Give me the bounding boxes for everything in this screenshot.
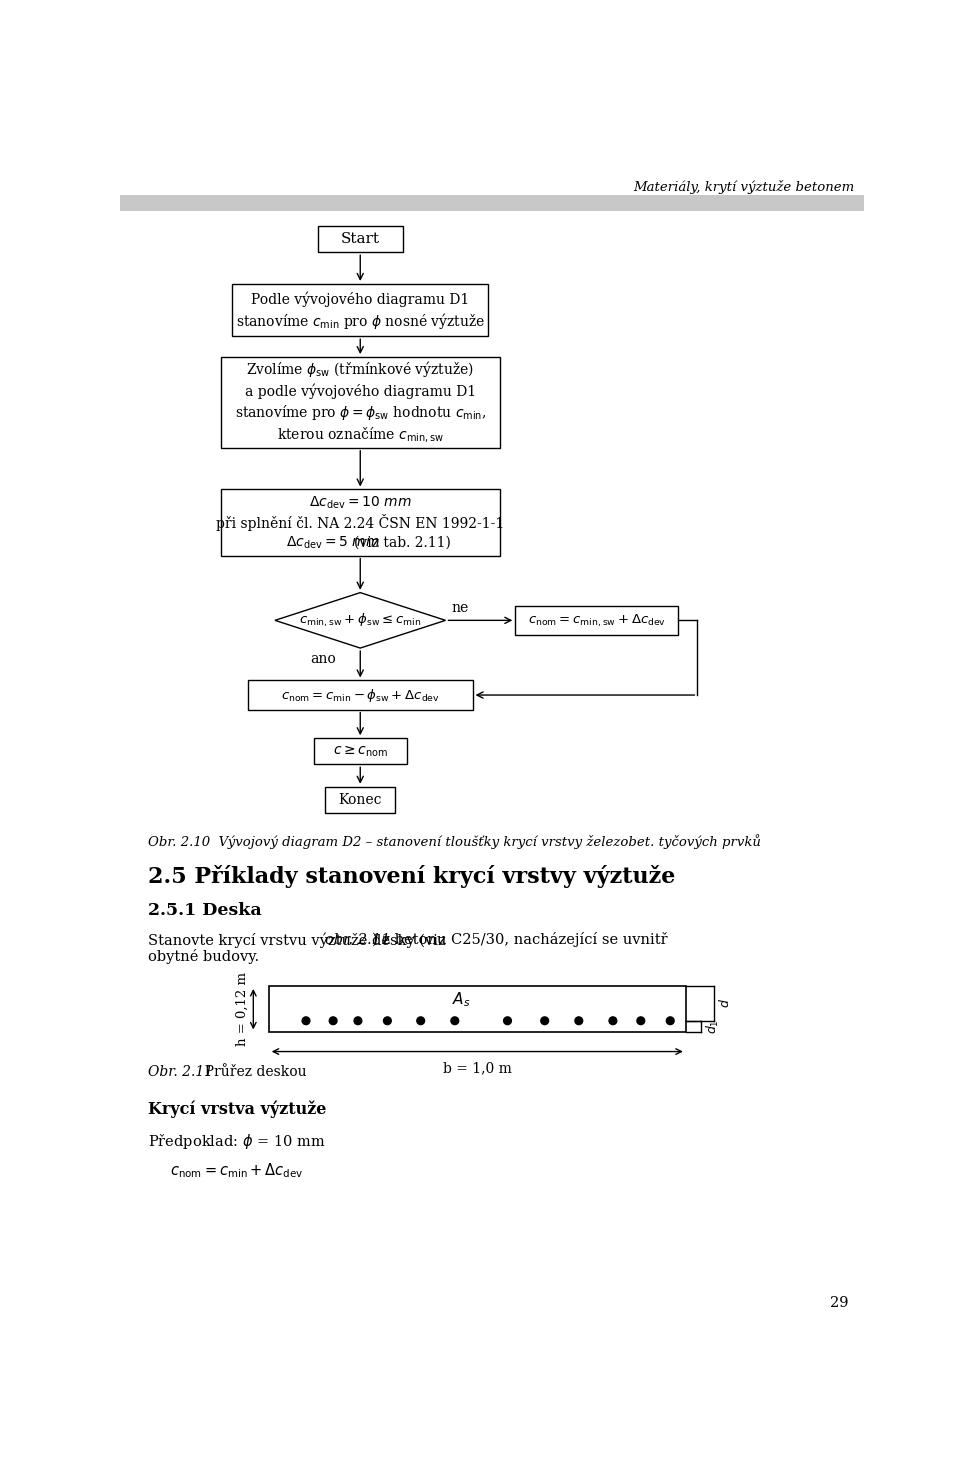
Text: obr. 2.11: obr. 2.11 xyxy=(325,932,391,947)
Text: obytné budovy.: obytné budovy. xyxy=(148,949,259,965)
Text: 2.5.1 Deska: 2.5.1 Deska xyxy=(148,903,261,919)
Circle shape xyxy=(575,1017,583,1024)
Circle shape xyxy=(451,1017,459,1024)
Text: $c \geq c_{\rm nom}$: $c \geq c_{\rm nom}$ xyxy=(333,743,388,759)
FancyBboxPatch shape xyxy=(516,605,678,635)
Text: ne: ne xyxy=(452,601,468,616)
Text: Krycí vrstva výztuže: Krycí vrstva výztuže xyxy=(148,1101,326,1117)
Text: Podle vývojového diagramu D1: Podle vývojového diagramu D1 xyxy=(252,292,469,306)
Circle shape xyxy=(666,1017,674,1024)
Text: $\Delta c_{\rm dev} = 10\ \mathit{mm}$: $\Delta c_{\rm dev} = 10\ \mathit{mm}$ xyxy=(309,494,412,511)
Circle shape xyxy=(609,1017,616,1024)
Text: Konec: Konec xyxy=(339,793,382,807)
Text: kterou označíme $c_{\rm min,sw}$: kterou označíme $c_{\rm min,sw}$ xyxy=(276,425,444,444)
Text: Start: Start xyxy=(341,232,380,246)
Text: a podle vývojového diagramu D1: a podle vývojového diagramu D1 xyxy=(245,383,476,398)
Text: $A_s$: $A_s$ xyxy=(452,990,471,1009)
Text: $c_{\rm min,sw} + \phi_{\rm sw} \leq c_{\rm min}$: $c_{\rm min,sw} + \phi_{\rm sw} \leq c_{… xyxy=(300,611,421,629)
Text: Materiály, krytí výztuže betonem: Materiály, krytí výztuže betonem xyxy=(634,181,854,194)
Text: h = 0,12 m: h = 0,12 m xyxy=(235,972,249,1046)
Text: Zvolíme $\phi_{\rm sw}$ (třmínkové výztuže): Zvolíme $\phi_{\rm sw}$ (třmínkové výztu… xyxy=(246,360,474,379)
Text: $c_{\rm nom} = c_{\rm min} - \phi_{\rm sw} + \Delta c_{\rm dev}$: $c_{\rm nom} = c_{\rm min} - \phi_{\rm s… xyxy=(281,687,440,703)
Circle shape xyxy=(540,1017,548,1024)
Text: ) z betonu C25/30, nacházející se uvnitř: ) z betonu C25/30, nacházející se uvnitř xyxy=(372,932,667,947)
Circle shape xyxy=(354,1017,362,1024)
Text: Stanovte krycí vrstvu výztuže desky (viz: Stanovte krycí vrstvu výztuže desky (viz xyxy=(148,932,450,947)
Text: Průřez deskou: Průřez deskou xyxy=(196,1066,306,1079)
Circle shape xyxy=(383,1017,392,1024)
Polygon shape xyxy=(275,592,445,648)
FancyBboxPatch shape xyxy=(248,681,472,710)
Circle shape xyxy=(329,1017,337,1024)
Text: 2.5 Příklady stanovení krycí vrstvy výztuže: 2.5 Příklady stanovení krycí vrstvy výzt… xyxy=(148,866,675,888)
Circle shape xyxy=(417,1017,424,1024)
Circle shape xyxy=(636,1017,645,1024)
FancyBboxPatch shape xyxy=(318,226,403,252)
Text: $\Delta c_{\rm dev} = 5\ \mathit{mm}$: $\Delta c_{\rm dev} = 5\ \mathit{mm}$ xyxy=(286,534,380,551)
Text: Obr. 2.11: Obr. 2.11 xyxy=(148,1066,213,1079)
Text: stanovíme $c_{\rm min}$ pro $\phi$ nosné výztuže: stanovíme $c_{\rm min}$ pro $\phi$ nosné… xyxy=(235,311,485,332)
Text: stanovíme pro $\phi = \phi_{\rm sw}$ hodnotu $c_{\rm min}$,: stanovíme pro $\phi = \phi_{\rm sw}$ hod… xyxy=(234,403,486,422)
FancyBboxPatch shape xyxy=(269,986,685,1033)
Text: Předpoklad: $\phi$ = 10 mm: Předpoklad: $\phi$ = 10 mm xyxy=(148,1132,325,1151)
Text: (viz tab. 2.11): (viz tab. 2.11) xyxy=(354,536,451,549)
Text: ano: ano xyxy=(310,651,336,666)
Circle shape xyxy=(302,1017,310,1024)
FancyBboxPatch shape xyxy=(325,787,396,813)
Text: Obr. 2.10  Vývojový diagram D2 – stanovení tloušťky krycí vrstvy železobet. tyčo: Obr. 2.10 Vývojový diagram D2 – stanoven… xyxy=(148,833,760,848)
Text: při splnění čl. NA 2.24 ČSN EN 1992-1-1: při splnění čl. NA 2.24 ČSN EN 1992-1-1 xyxy=(216,514,504,531)
Text: $c_{\rm nom} = c_{\rm min} + \Delta c_{\rm dev}$: $c_{\rm nom} = c_{\rm min} + \Delta c_{\… xyxy=(170,1162,304,1180)
FancyBboxPatch shape xyxy=(314,739,407,764)
Text: $d_1$: $d_1$ xyxy=(706,1020,721,1035)
FancyBboxPatch shape xyxy=(221,357,500,448)
Text: 29: 29 xyxy=(830,1296,849,1310)
FancyBboxPatch shape xyxy=(232,284,488,336)
Circle shape xyxy=(504,1017,512,1024)
FancyBboxPatch shape xyxy=(221,490,500,555)
FancyBboxPatch shape xyxy=(120,194,864,212)
Text: $d$: $d$ xyxy=(717,999,732,1008)
Text: b = 1,0 m: b = 1,0 m xyxy=(443,1061,512,1076)
Text: $c_{\rm nom} = c_{\rm min,sw} + \Delta c_{\rm dev}$: $c_{\rm nom} = c_{\rm min,sw} + \Delta c… xyxy=(528,613,665,629)
